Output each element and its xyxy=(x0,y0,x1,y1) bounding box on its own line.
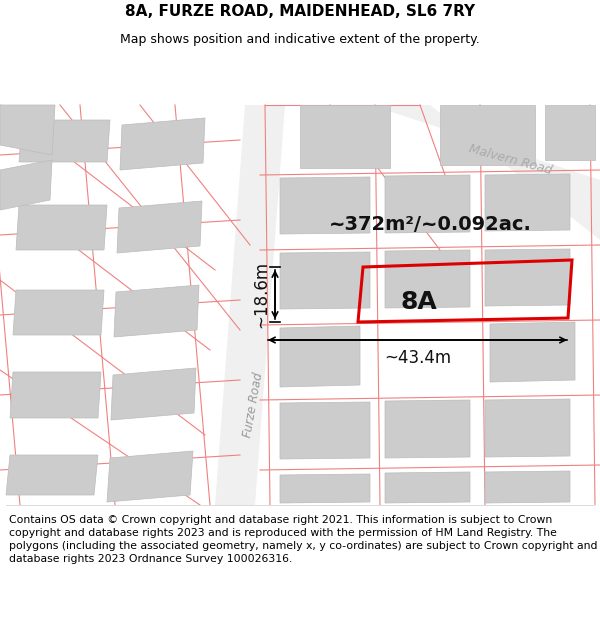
Polygon shape xyxy=(117,201,202,253)
Text: Malvern Road: Malvern Road xyxy=(467,142,553,177)
Text: 8A: 8A xyxy=(400,290,437,314)
Polygon shape xyxy=(280,474,370,503)
Polygon shape xyxy=(440,105,535,165)
Polygon shape xyxy=(280,402,370,459)
Polygon shape xyxy=(385,175,470,233)
Polygon shape xyxy=(215,105,285,505)
Polygon shape xyxy=(485,399,570,457)
Text: 8A, FURZE ROAD, MAIDENHEAD, SL6 7RY: 8A, FURZE ROAD, MAIDENHEAD, SL6 7RY xyxy=(125,4,475,19)
Polygon shape xyxy=(490,322,575,382)
Polygon shape xyxy=(0,160,52,210)
Polygon shape xyxy=(13,290,104,335)
Polygon shape xyxy=(280,326,360,387)
Text: ~18.6m: ~18.6m xyxy=(252,261,270,328)
Polygon shape xyxy=(114,285,199,337)
Text: Contains OS data © Crown copyright and database right 2021. This information is : Contains OS data © Crown copyright and d… xyxy=(9,514,598,564)
Polygon shape xyxy=(385,472,470,503)
Polygon shape xyxy=(300,105,390,168)
Polygon shape xyxy=(385,250,470,308)
Polygon shape xyxy=(485,249,570,306)
Polygon shape xyxy=(485,174,570,231)
Polygon shape xyxy=(111,368,196,420)
Text: Map shows position and indicative extent of the property.: Map shows position and indicative extent… xyxy=(120,32,480,46)
Text: ~372m²/~0.092ac.: ~372m²/~0.092ac. xyxy=(329,216,532,234)
Polygon shape xyxy=(6,455,98,495)
Polygon shape xyxy=(485,471,570,503)
Polygon shape xyxy=(19,120,110,162)
Polygon shape xyxy=(10,372,101,418)
Polygon shape xyxy=(370,105,600,240)
Polygon shape xyxy=(120,118,205,170)
Polygon shape xyxy=(280,177,370,234)
Polygon shape xyxy=(545,105,595,160)
Text: Furze Road: Furze Road xyxy=(241,371,265,439)
Polygon shape xyxy=(385,400,470,458)
Polygon shape xyxy=(16,205,107,250)
Text: ~43.4m: ~43.4m xyxy=(384,349,451,367)
Polygon shape xyxy=(107,451,193,502)
Polygon shape xyxy=(0,105,55,155)
Polygon shape xyxy=(280,252,370,309)
